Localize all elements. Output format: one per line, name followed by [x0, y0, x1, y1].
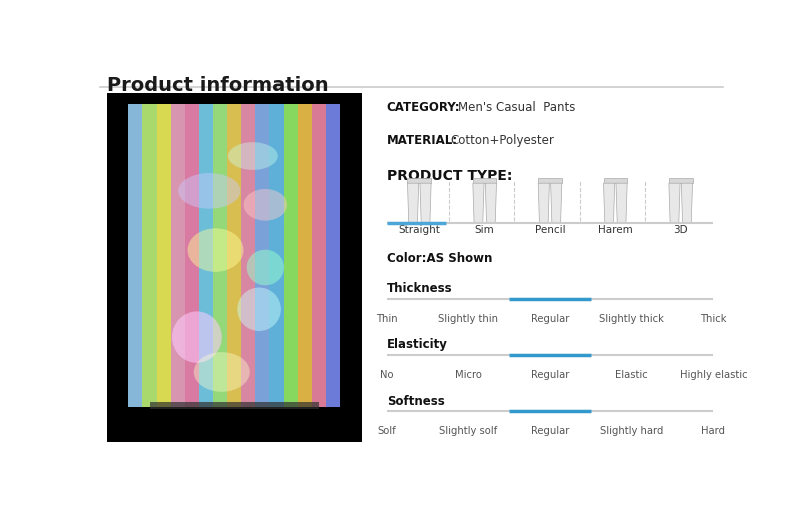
- Ellipse shape: [178, 173, 240, 209]
- Text: Slightly hard: Slightly hard: [599, 426, 662, 436]
- Text: Cotton+Polyester: Cotton+Polyester: [450, 134, 554, 146]
- Bar: [668, 178, 691, 183]
- Bar: [298, 104, 311, 407]
- Ellipse shape: [243, 189, 287, 221]
- Polygon shape: [603, 183, 614, 223]
- Polygon shape: [680, 183, 691, 223]
- Text: Thickness: Thickness: [387, 282, 452, 295]
- Text: PRODUCT TYPE:: PRODUCT TYPE:: [387, 169, 512, 183]
- Text: Highly elastic: Highly elastic: [678, 370, 746, 380]
- Text: Regular: Regular: [530, 370, 569, 380]
- Bar: [283, 104, 298, 407]
- Ellipse shape: [228, 142, 277, 170]
- Text: Men's Casual  Pants: Men's Casual Pants: [458, 101, 575, 114]
- Bar: [184, 104, 199, 407]
- Text: Pencil: Pencil: [534, 225, 565, 235]
- Bar: [199, 104, 213, 407]
- Bar: [603, 178, 626, 183]
- Text: Softness: Softness: [387, 395, 444, 408]
- Text: Slightly solf: Slightly solf: [439, 426, 496, 436]
- Ellipse shape: [193, 352, 249, 392]
- Ellipse shape: [237, 287, 281, 331]
- Bar: [241, 104, 255, 407]
- Text: Regular: Regular: [530, 314, 569, 324]
- Text: CATEGORY:: CATEGORY:: [387, 101, 460, 114]
- Text: Thick: Thick: [699, 314, 726, 324]
- Bar: [156, 104, 171, 407]
- Polygon shape: [668, 183, 679, 223]
- Text: Micro: Micro: [454, 370, 481, 380]
- Polygon shape: [484, 183, 496, 223]
- Text: Color:AS Shown: Color:AS Shown: [387, 252, 492, 265]
- Bar: [255, 104, 269, 407]
- Polygon shape: [472, 183, 484, 223]
- Bar: [171, 104, 184, 407]
- Polygon shape: [407, 183, 418, 223]
- Text: Thin: Thin: [375, 314, 397, 324]
- Bar: [149, 401, 318, 409]
- Bar: [142, 104, 156, 407]
- Bar: [407, 178, 431, 183]
- Text: Sim: Sim: [474, 225, 494, 235]
- Ellipse shape: [187, 228, 243, 272]
- Polygon shape: [537, 183, 549, 223]
- Text: Straight: Straight: [398, 225, 439, 235]
- Text: Harem: Harem: [597, 225, 632, 235]
- Text: Hard: Hard: [700, 426, 724, 436]
- Text: Regular: Regular: [530, 426, 569, 436]
- Text: No: No: [379, 370, 393, 380]
- Text: Solf: Solf: [377, 426, 395, 436]
- Ellipse shape: [246, 250, 284, 285]
- Bar: [472, 178, 496, 183]
- Text: Product information: Product information: [107, 76, 328, 95]
- Polygon shape: [419, 183, 431, 223]
- Bar: [326, 104, 339, 407]
- Text: 3D: 3D: [673, 225, 687, 235]
- Bar: [213, 104, 227, 407]
- Text: MATERIAL:: MATERIAL:: [387, 134, 457, 146]
- Bar: [107, 94, 361, 442]
- Bar: [269, 104, 283, 407]
- Polygon shape: [615, 183, 626, 223]
- Text: Slightly thin: Slightly thin: [438, 314, 498, 324]
- Ellipse shape: [172, 311, 221, 363]
- Text: Elastic: Elastic: [614, 370, 647, 380]
- Bar: [537, 178, 561, 183]
- Bar: [128, 104, 142, 407]
- Text: Slightly thick: Slightly thick: [598, 314, 663, 324]
- Text: Elasticity: Elasticity: [387, 338, 447, 352]
- Bar: [227, 104, 241, 407]
- Polygon shape: [550, 183, 561, 223]
- Bar: [311, 104, 326, 407]
